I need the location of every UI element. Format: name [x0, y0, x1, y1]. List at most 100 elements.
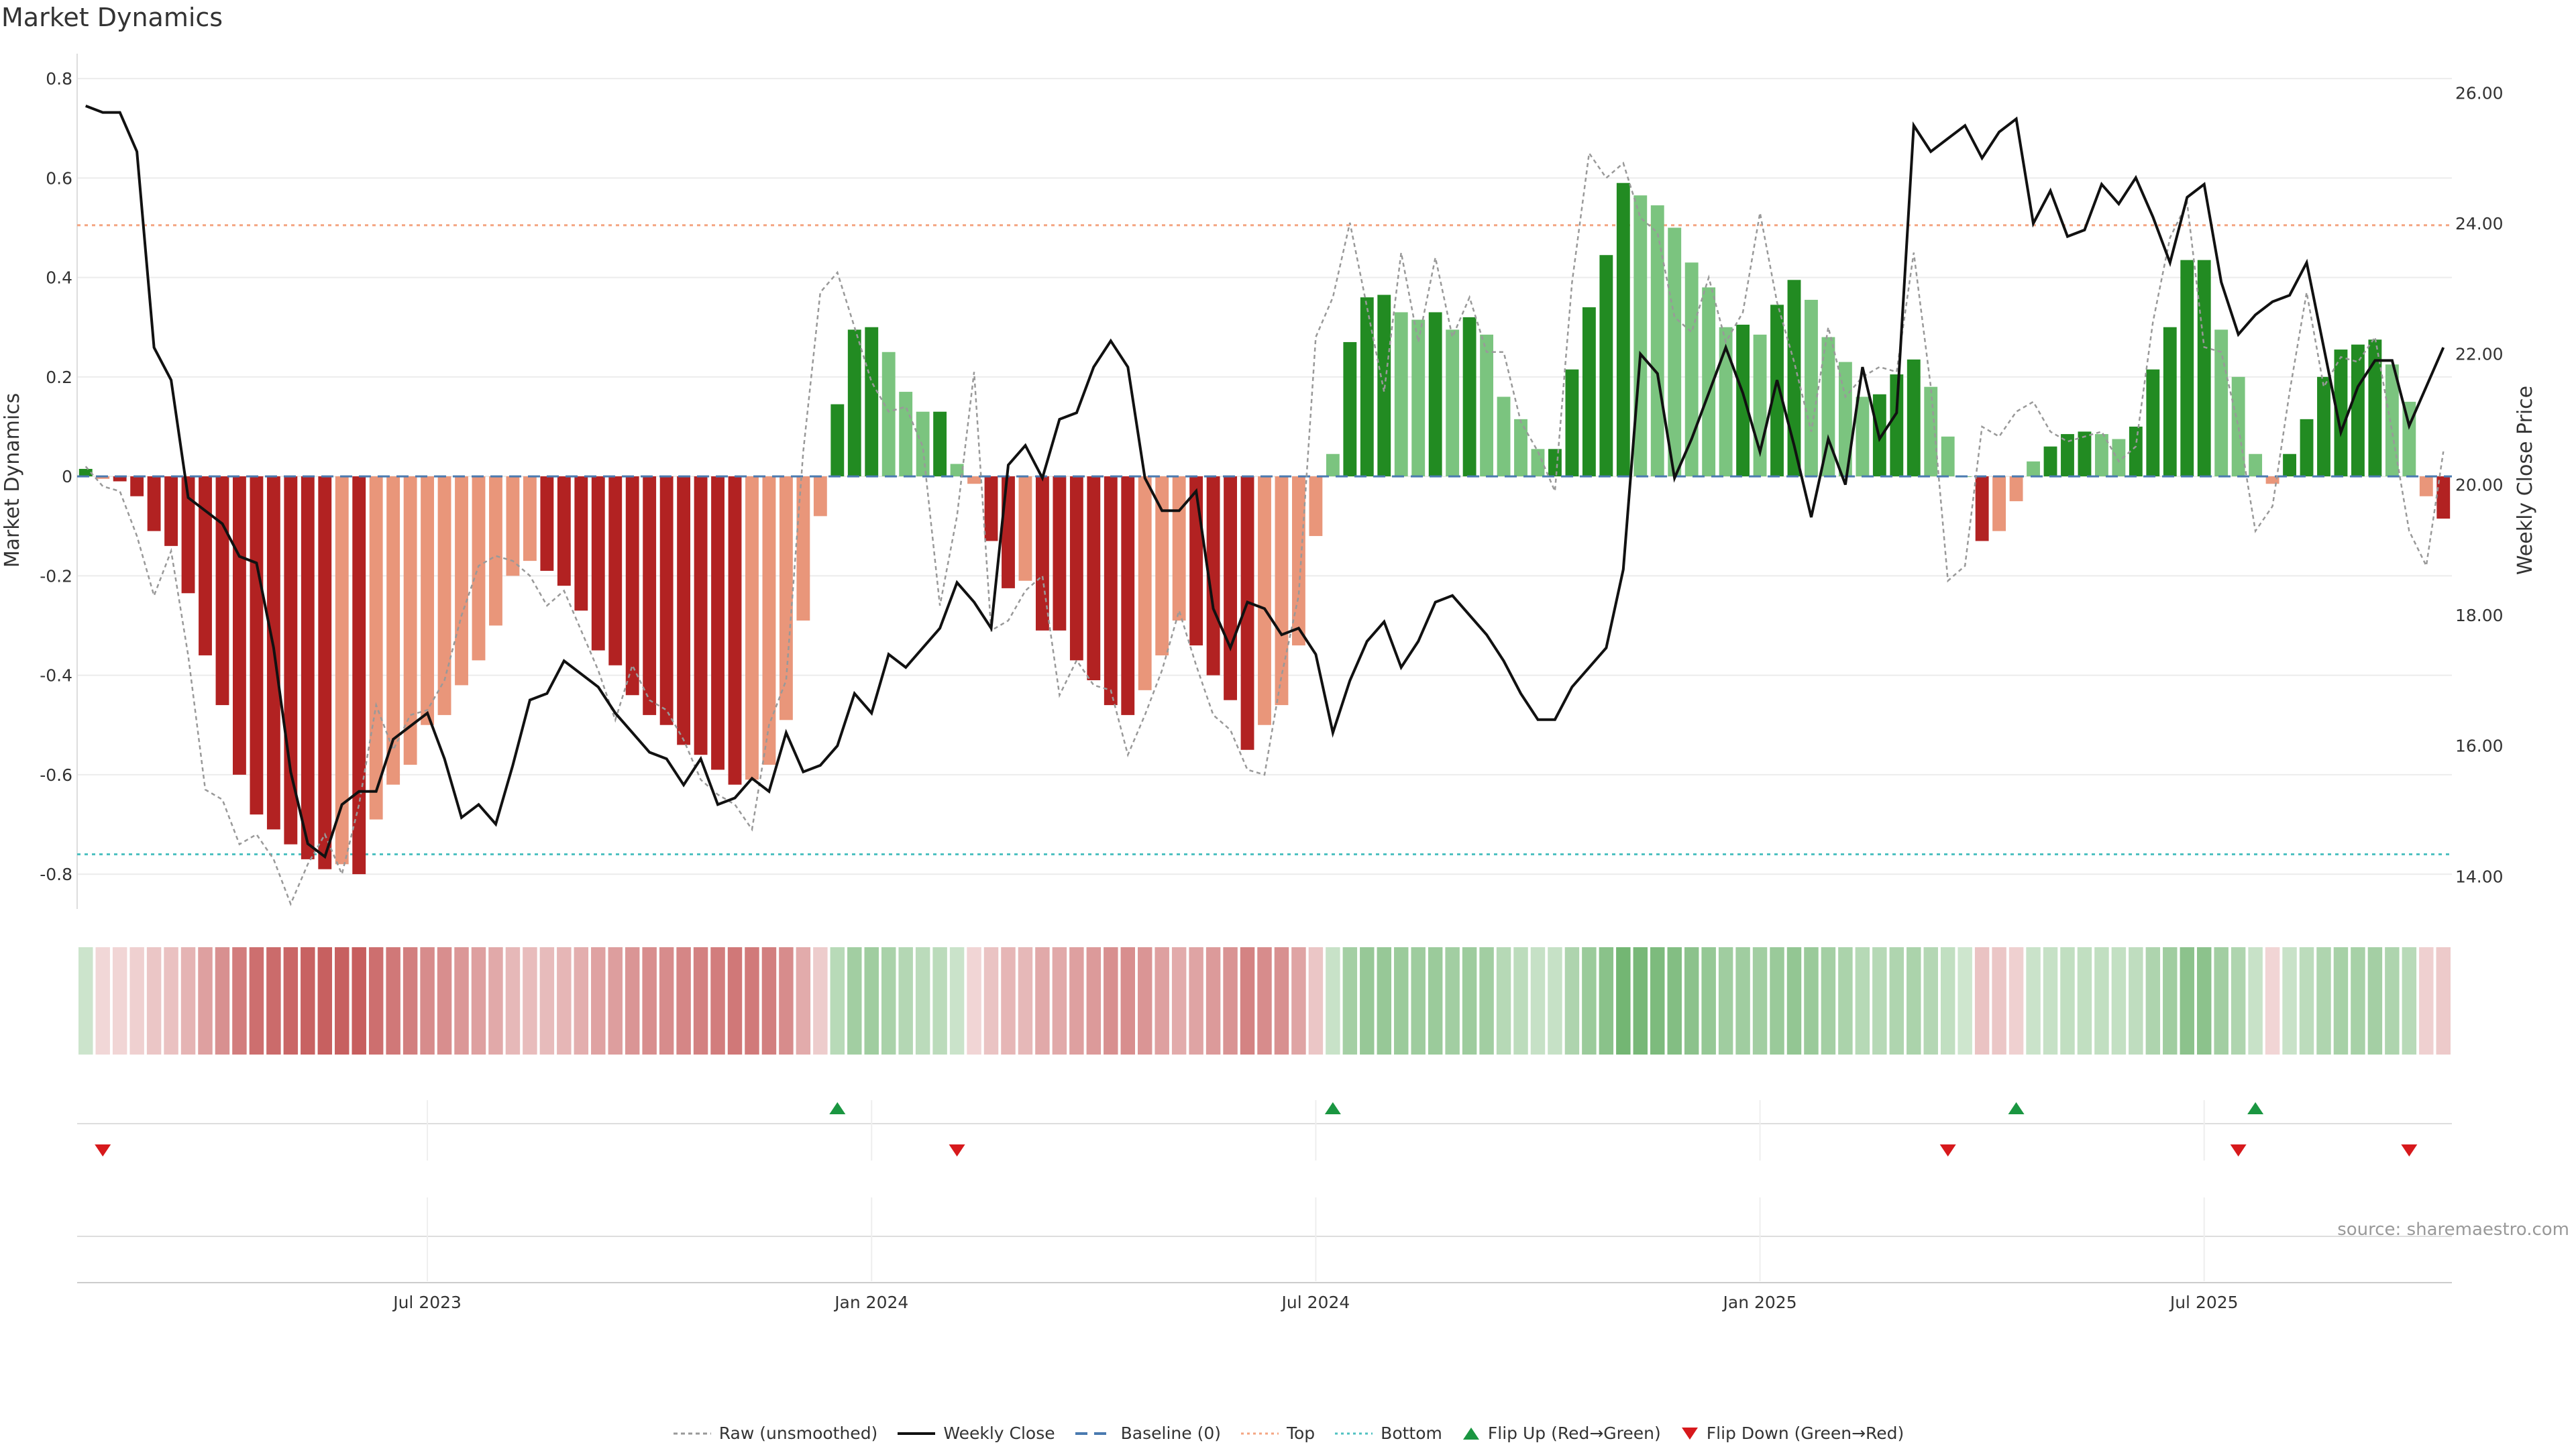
bar — [1907, 359, 1921, 477]
heat-cell — [983, 947, 999, 1055]
left-tick-label: 0.4 — [46, 268, 72, 288]
bar — [1890, 374, 1904, 477]
heat-cell — [249, 947, 264, 1055]
bar — [1684, 262, 1699, 477]
flip-down-marker — [2401, 1144, 2418, 1157]
bar — [1821, 337, 1835, 477]
right-tick-label: 16.00 — [2455, 737, 2504, 756]
bar — [1224, 476, 1237, 700]
heat-cell — [2196, 947, 2212, 1055]
bar — [2197, 260, 2211, 477]
heat-cell — [847, 947, 862, 1055]
heat-cell — [591, 947, 606, 1055]
bar — [1018, 476, 1032, 581]
heat-cell — [1974, 947, 1990, 1055]
heat-cell — [2248, 947, 2263, 1055]
heat-cell — [368, 947, 384, 1055]
heat-cell — [1786, 947, 1802, 1055]
bar — [677, 476, 691, 745]
grid-lines — [76, 54, 2452, 909]
bar — [1480, 334, 1494, 477]
heat-cell — [1735, 947, 1750, 1055]
x-tick-label: Jul 2025 — [2169, 1293, 2239, 1312]
bar — [1428, 312, 1442, 477]
bar — [984, 476, 998, 541]
heat-cell — [420, 947, 435, 1055]
heat-cell — [1479, 947, 1494, 1055]
heat-cell — [437, 947, 452, 1055]
heat-cell — [164, 947, 178, 1055]
heat-cell — [402, 947, 418, 1055]
bar — [2129, 426, 2143, 477]
bar — [1838, 362, 1852, 477]
heat-cell — [2180, 947, 2194, 1055]
baseline-swatch-icon — [1075, 1432, 1113, 1435]
heat-cell — [1137, 947, 1152, 1055]
left-tick-label: -0.6 — [40, 765, 72, 785]
right-tick-label: 20.00 — [2455, 475, 2504, 494]
legend-item-flip-down: Flip Down (Green→Red) — [1680, 1424, 1904, 1443]
bottom-line-swatch-icon — [1335, 1432, 1373, 1434]
heat-cell — [1616, 947, 1631, 1055]
heat-cell — [2351, 947, 2365, 1055]
heat-cell — [710, 947, 725, 1055]
bar — [1240, 476, 1254, 750]
heat-cell — [830, 947, 845, 1055]
bar — [1138, 476, 1152, 690]
bar — [1002, 476, 1015, 588]
flip-up-marker — [2008, 1102, 2025, 1114]
bar — [386, 476, 400, 785]
heat-cell — [1804, 947, 1819, 1055]
bar — [1462, 317, 1477, 477]
bar — [2094, 434, 2108, 477]
heat-cell — [915, 947, 930, 1055]
heat-cell — [1052, 947, 1067, 1055]
raw-line-swatch-icon — [673, 1432, 711, 1434]
heat-cell — [317, 947, 333, 1055]
bar — [881, 352, 896, 477]
right-tick-label: 24.00 — [2455, 214, 2504, 233]
heat-cell — [1342, 947, 1358, 1055]
bar — [2061, 434, 2074, 477]
bar — [1035, 476, 1049, 631]
heat-cell — [779, 947, 794, 1055]
flip-down-marker — [2230, 1144, 2247, 1157]
bar — [1497, 396, 1511, 477]
bar — [233, 476, 246, 775]
legend-item-top: Top — [1240, 1424, 1315, 1443]
bar — [1941, 436, 1955, 477]
heat-cell — [2385, 947, 2400, 1055]
bar — [1343, 341, 1357, 477]
x-tick-label: Jan 2025 — [1722, 1293, 1797, 1312]
legend-label: Flip Up (Red→Green) — [1487, 1424, 1661, 1443]
heat-cell — [1701, 947, 1716, 1055]
heat-cell — [1838, 947, 1853, 1055]
bar — [1770, 305, 1784, 477]
legend-label: Baseline (0) — [1120, 1424, 1221, 1443]
heat-cell — [1684, 947, 1699, 1055]
bar — [745, 476, 759, 780]
triangle-up-icon — [1462, 1427, 1479, 1440]
bar — [2009, 476, 2023, 502]
heat-cell — [949, 947, 965, 1055]
heat-cell — [2111, 947, 2127, 1055]
heat-cell — [2436, 947, 2451, 1055]
bar — [694, 476, 708, 755]
legend-item-weekly-close: Weekly Close — [896, 1424, 1055, 1443]
bar — [916, 411, 930, 477]
heat-cell — [642, 947, 657, 1055]
heat-cell — [386, 947, 400, 1055]
x-tick-label: Jul 2024 — [1281, 1293, 1350, 1312]
bar — [455, 476, 468, 686]
legend-item-raw: Raw (unsmoothed) — [672, 1424, 877, 1443]
heat-cell — [1718, 947, 1733, 1055]
heat-cell — [1957, 947, 1972, 1055]
bar — [625, 476, 639, 696]
heat-cell — [1411, 947, 1426, 1055]
bar — [78, 468, 93, 477]
bar — [1326, 453, 1340, 477]
bar — [2300, 419, 2314, 477]
heat-cell — [1907, 947, 1921, 1055]
heat-cell — [215, 947, 230, 1055]
heat-cell — [1940, 947, 1955, 1055]
